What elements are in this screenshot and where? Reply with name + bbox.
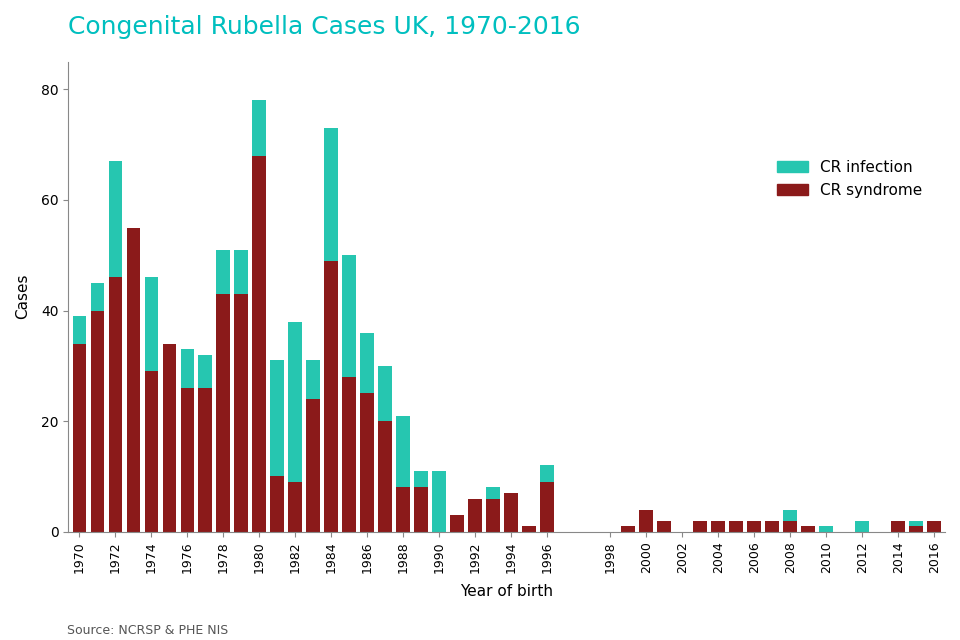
Bar <box>802 526 815 532</box>
Bar <box>108 277 122 532</box>
Bar <box>145 371 158 532</box>
Bar <box>234 250 248 294</box>
Bar <box>217 294 230 532</box>
Bar <box>271 476 284 532</box>
Bar <box>199 388 212 532</box>
Legend: CR infection, CR syndrome: CR infection, CR syndrome <box>771 154 928 204</box>
Bar <box>450 515 464 532</box>
Bar <box>378 421 392 532</box>
Bar <box>621 526 635 532</box>
X-axis label: Year of birth: Year of birth <box>460 584 553 600</box>
Bar <box>487 499 500 532</box>
Bar <box>730 520 743 532</box>
Bar <box>162 344 176 532</box>
Bar <box>711 520 725 532</box>
Bar <box>271 360 284 476</box>
Bar <box>217 250 230 294</box>
Bar <box>693 520 707 532</box>
Bar <box>343 377 356 532</box>
Bar <box>127 228 140 532</box>
Bar <box>487 488 500 499</box>
Text: Congenital Rubella Cases UK, 1970-2016: Congenital Rubella Cases UK, 1970-2016 <box>68 15 581 39</box>
Bar <box>90 310 104 532</box>
Bar <box>306 399 320 532</box>
Bar <box>73 316 86 344</box>
Bar <box>783 520 797 532</box>
Bar <box>234 294 248 532</box>
Bar <box>783 509 797 520</box>
Bar <box>289 482 302 532</box>
Bar <box>180 349 194 388</box>
Bar <box>820 526 833 532</box>
Bar <box>324 261 338 532</box>
Bar <box>522 526 536 532</box>
Bar <box>909 526 923 532</box>
Bar <box>415 471 428 488</box>
Bar <box>892 520 905 532</box>
Bar <box>73 344 86 532</box>
Bar <box>468 499 482 532</box>
Y-axis label: Cases: Cases <box>15 274 30 319</box>
Bar <box>252 156 266 532</box>
Bar <box>145 277 158 371</box>
Text: Source: NCRSP & PHE NIS: Source: NCRSP & PHE NIS <box>67 623 228 637</box>
Bar <box>343 255 356 377</box>
Bar <box>90 283 104 310</box>
Bar <box>396 415 410 488</box>
Bar <box>306 360 320 399</box>
Bar <box>108 161 122 277</box>
Bar <box>396 488 410 532</box>
Bar <box>361 333 374 394</box>
Bar <box>765 520 779 532</box>
Bar <box>639 509 653 532</box>
Bar <box>748 520 761 532</box>
Bar <box>433 471 446 532</box>
Bar <box>658 520 671 532</box>
Bar <box>927 520 941 532</box>
Bar <box>909 520 923 526</box>
Bar <box>415 488 428 532</box>
Bar <box>361 394 374 532</box>
Bar <box>289 322 302 482</box>
Bar <box>504 493 518 532</box>
Bar <box>199 355 212 388</box>
Bar <box>378 366 392 421</box>
Bar <box>180 388 194 532</box>
Bar <box>855 520 869 532</box>
Bar <box>540 465 554 482</box>
Bar <box>324 128 338 261</box>
Bar <box>540 482 554 532</box>
Bar <box>252 100 266 156</box>
